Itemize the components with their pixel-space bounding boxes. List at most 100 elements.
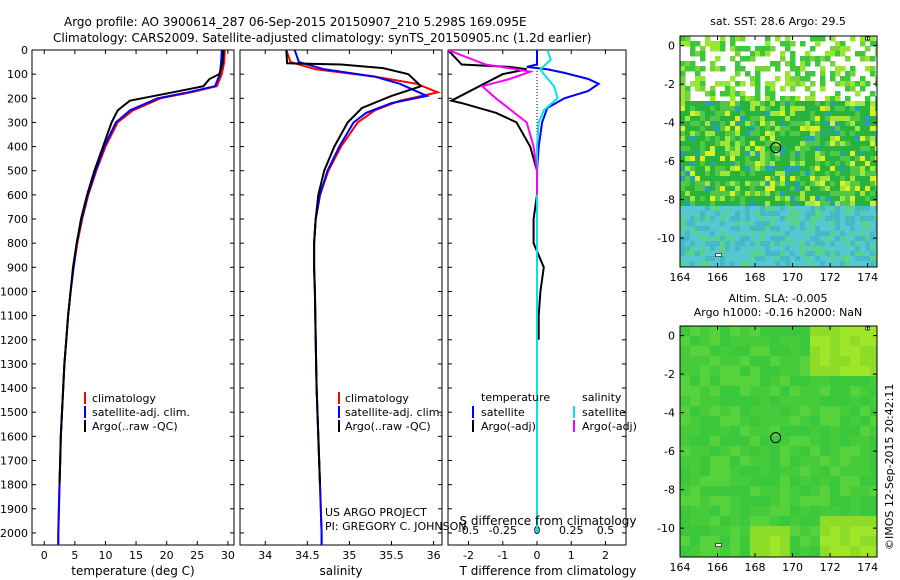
map-cell — [740, 356, 751, 367]
map-cell — [840, 236, 846, 242]
map-cell — [730, 106, 736, 112]
map-cell — [680, 526, 691, 537]
map-cell — [785, 156, 791, 162]
map-cell — [820, 436, 831, 447]
map-cell — [865, 126, 871, 132]
map-cell — [790, 366, 801, 377]
map-cell — [785, 231, 791, 237]
map-cell — [830, 96, 836, 102]
map-cell — [755, 256, 761, 262]
y-tick-label: 900 — [7, 261, 28, 274]
map-cell — [685, 126, 691, 132]
map-cell — [820, 221, 826, 227]
map-cell — [730, 161, 736, 167]
map-cell — [735, 241, 741, 247]
map-cell — [785, 216, 791, 222]
map-cell — [805, 176, 811, 182]
map-cell — [695, 196, 701, 202]
map-cell — [840, 186, 846, 192]
map-cell — [750, 346, 761, 357]
map-cell — [690, 556, 701, 557]
map-cell — [690, 146, 696, 152]
map-cell — [720, 386, 731, 397]
map-cell — [795, 186, 801, 192]
map-cell — [865, 216, 871, 222]
map-cell — [760, 171, 766, 177]
map-cell — [830, 151, 836, 157]
map-cell — [690, 171, 696, 177]
map-cell — [700, 536, 711, 547]
map-cell — [850, 416, 861, 427]
x-tick-label: 15 — [129, 549, 143, 562]
map-cell — [820, 386, 831, 397]
map-cell — [805, 51, 811, 57]
map-cell — [820, 56, 826, 62]
map-cell — [785, 161, 791, 167]
map-cell — [795, 111, 801, 117]
map-cell — [700, 446, 711, 457]
map-cell — [820, 136, 826, 142]
map-cell — [790, 386, 801, 397]
map-cell — [835, 111, 841, 117]
map-cell — [690, 406, 701, 417]
map-cell — [735, 251, 741, 257]
map-cell — [730, 76, 736, 82]
map-cell — [730, 181, 736, 187]
map-cell — [715, 216, 721, 222]
map-cell — [875, 136, 877, 142]
map-cell — [870, 111, 876, 117]
map-cell — [770, 126, 776, 132]
map-cell — [680, 406, 691, 417]
map-cell — [805, 261, 811, 267]
map-cell — [685, 246, 691, 252]
map-cell — [835, 201, 841, 207]
map-cell — [735, 81, 741, 87]
map-cell — [865, 196, 871, 202]
map-cell — [865, 156, 871, 162]
map-cell — [810, 91, 816, 97]
map-cell — [735, 171, 741, 177]
map-cell — [800, 486, 811, 497]
map-cell — [680, 141, 686, 147]
map-cell — [780, 176, 786, 182]
map-cell — [740, 526, 751, 537]
map-cell — [850, 86, 856, 92]
map-cell — [830, 396, 841, 407]
map-cell — [855, 216, 861, 222]
map-cell — [855, 151, 861, 157]
map-cell — [835, 66, 841, 72]
map-cell — [805, 101, 811, 107]
map-cell — [695, 121, 701, 127]
map-cell — [740, 241, 746, 247]
map-cell — [710, 326, 721, 337]
x-tick-label: 35 — [342, 549, 356, 562]
map-cell — [700, 346, 711, 357]
map-cell — [725, 261, 731, 267]
map-cell — [770, 206, 776, 212]
map-cell — [735, 91, 741, 97]
map-cell — [825, 211, 831, 217]
map-cell — [875, 256, 877, 262]
map-cell — [760, 456, 771, 467]
map-cell — [840, 81, 846, 87]
map-cell — [755, 146, 761, 152]
map-cell — [710, 116, 716, 122]
map-cell — [785, 251, 791, 257]
map-cell — [740, 121, 746, 127]
map-cell — [810, 221, 816, 227]
map-cell — [765, 201, 771, 207]
map-cell — [860, 251, 866, 257]
sst-map-frame — [679, 35, 878, 268]
map-cell — [680, 101, 686, 107]
map-cell — [845, 251, 851, 257]
map-cell — [710, 171, 716, 177]
map-cell — [680, 151, 686, 157]
map-cell — [755, 226, 761, 232]
map-cell — [800, 536, 811, 547]
island — [715, 253, 722, 257]
map-cell — [860, 241, 866, 247]
map-cell — [735, 46, 741, 52]
map-cell — [725, 111, 731, 117]
map-cell — [815, 36, 821, 42]
map-cell — [720, 46, 726, 52]
